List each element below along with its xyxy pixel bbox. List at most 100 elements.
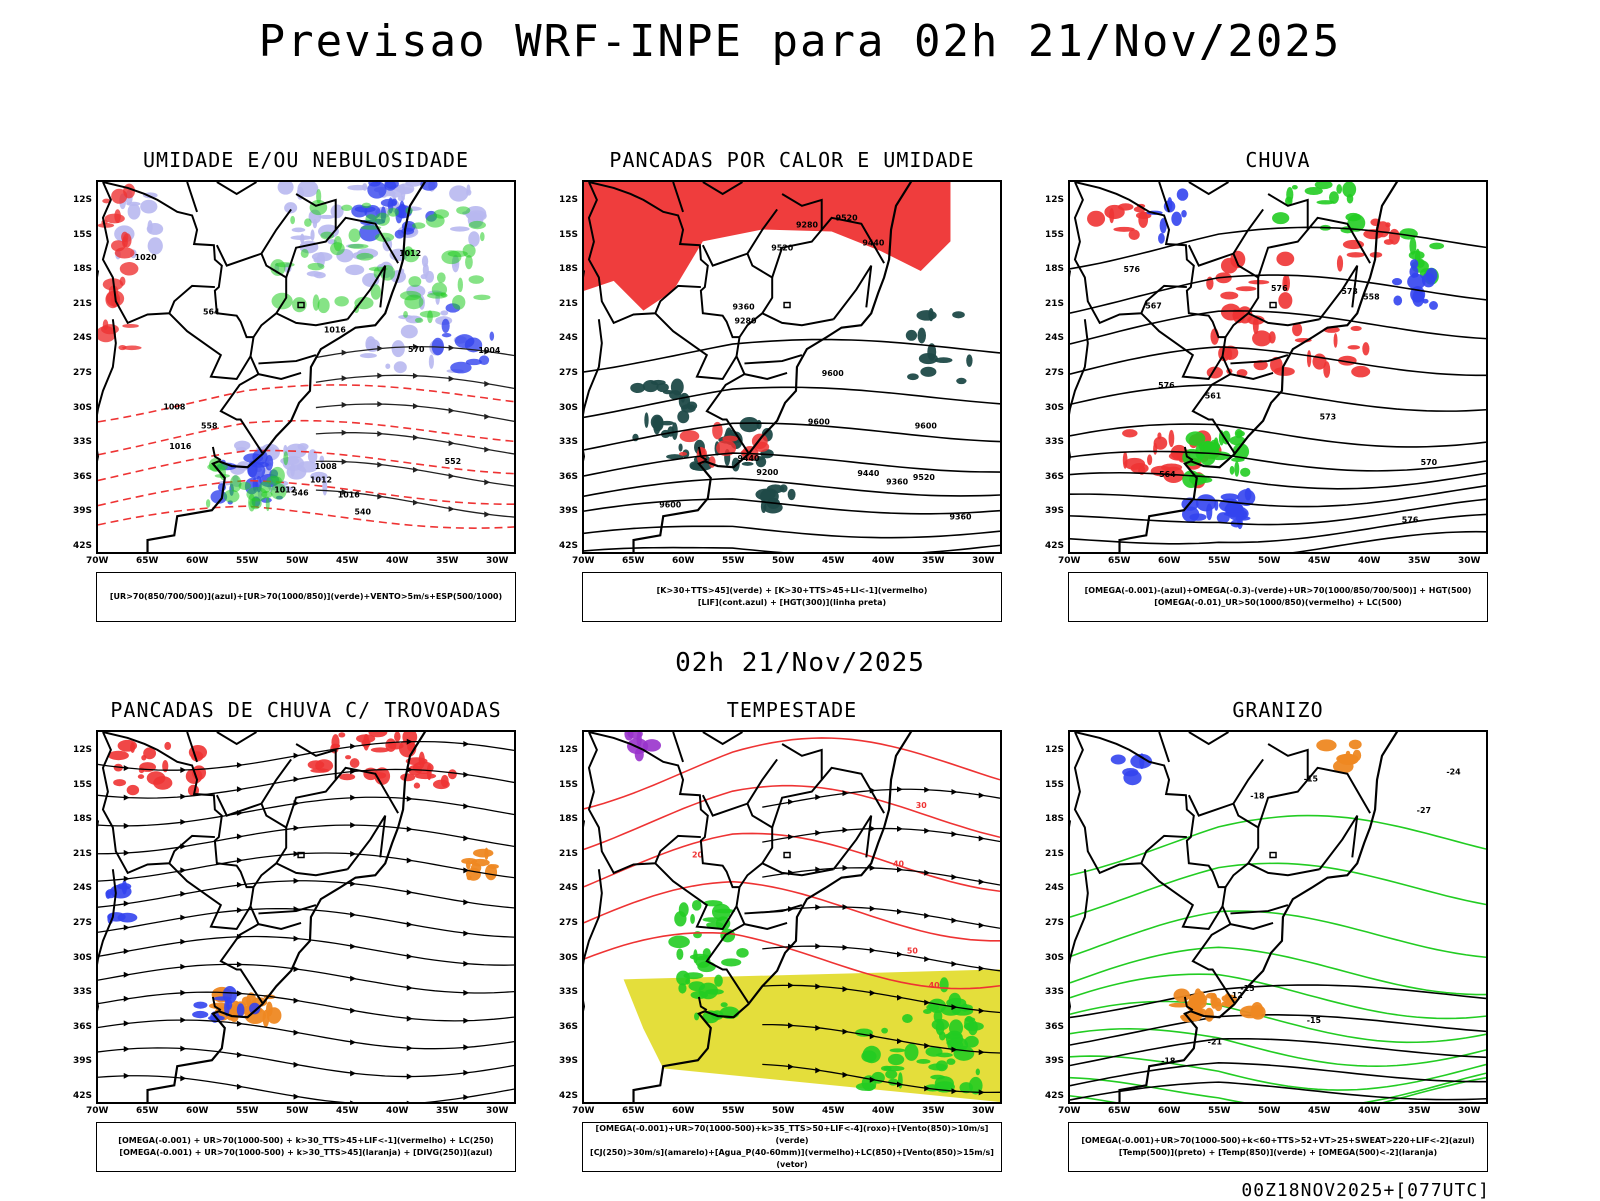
border-line <box>738 277 774 338</box>
panel-pancadas-calor: PANCADAS POR CALOR E UMIDADE 9600 9600 9600… <box>559 140 1002 630</box>
contour-label: 40 <box>893 860 905 869</box>
x-tick: 40W <box>1358 1106 1381 1116</box>
precip-water-labels: 40 30 20 50 40 <box>692 801 940 990</box>
contour-label: 564 <box>1159 470 1176 479</box>
lake <box>783 851 791 859</box>
border-line <box>1188 732 1229 746</box>
border-line <box>1187 244 1234 267</box>
border-line <box>1230 354 1289 365</box>
y-tick: 24S <box>1044 883 1064 894</box>
y-tick: 42S <box>558 541 578 551</box>
legend-box: [OMEGA(-0.001)-(azul)+OMEGA(-0.3)-(verde… <box>1068 572 1488 622</box>
x-tick: 40W <box>386 556 409 566</box>
x-tick: 50W <box>1258 556 1281 566</box>
y-tick: 21S <box>72 848 92 859</box>
lake <box>783 301 791 309</box>
contour-label: 558 <box>1363 293 1380 302</box>
basemap <box>98 182 427 552</box>
border-line <box>744 354 803 365</box>
x-tick: 55W <box>722 1106 745 1116</box>
border-line <box>216 732 257 746</box>
hgt500-lines <box>1070 226 1486 552</box>
contour-label: -21 <box>1208 1038 1222 1047</box>
lavender-humidity <box>114 182 487 501</box>
coastline <box>632 182 913 552</box>
subtitle: 02h 21/Nov/2025 <box>675 648 925 678</box>
contour-label: 576 <box>1271 284 1288 293</box>
border-line <box>1074 182 1236 454</box>
y-tick: 33S <box>558 987 578 998</box>
border-line <box>1158 182 1170 213</box>
y-tick: 36S <box>1044 471 1064 482</box>
border-line <box>588 182 750 454</box>
legend-line: [OMEGA(-0.001)-(azul)+OMEGA(-0.3)-(verde… <box>1084 586 1472 595</box>
y-tick: 36S <box>1044 1021 1064 1032</box>
orange-thunder <box>208 847 499 1028</box>
y-tick: 36S <box>72 471 92 482</box>
x-tick: 55W <box>1208 1106 1231 1116</box>
border-line <box>98 869 117 1012</box>
y-tick: 30S <box>72 952 92 963</box>
green-humidity <box>205 189 491 512</box>
x-tick: 70W <box>572 1106 595 1116</box>
border-line <box>334 766 399 814</box>
border-line <box>654 862 738 931</box>
x-tick: 55W <box>236 556 259 566</box>
border-line <box>186 732 198 763</box>
border-line <box>252 277 288 338</box>
panel-title: PANCADAS DE CHUVA C/ TROVOADAS <box>110 698 502 722</box>
border-line <box>746 743 823 829</box>
purple-storm <box>624 732 662 762</box>
x-tick: 70W <box>86 1106 109 1116</box>
border-line <box>701 244 748 267</box>
legend-line: [OMEGA(-0.001) + UR>70(1000-500) + k>30_… <box>118 1136 494 1145</box>
border-line <box>1306 766 1371 814</box>
border-line <box>1230 371 1274 380</box>
x-tick: 60W <box>672 1106 695 1116</box>
x-tick: 65W <box>622 556 645 566</box>
y-tick: 24S <box>558 333 578 344</box>
y-tick: 27S <box>1044 368 1064 378</box>
y-tick: 12S <box>72 745 92 755</box>
x-tick: 65W <box>136 556 159 566</box>
main-title: Previsao WRF-INPE para 02h 21/Nov/2025 <box>258 16 1342 67</box>
border-line <box>260 193 337 279</box>
contour-label: 9600 <box>659 500 682 509</box>
x-tick: 60W <box>672 556 695 566</box>
border-line <box>761 862 834 877</box>
border-line <box>101 182 215 325</box>
y-tick: 33S <box>1044 987 1064 998</box>
blue-rain <box>1146 188 1438 530</box>
x-tick: 65W <box>136 1106 159 1116</box>
contour-label: 1012 <box>274 486 296 495</box>
border-line <box>216 182 257 196</box>
contour-label: 567 <box>1145 302 1162 311</box>
x-tick: 35W <box>922 556 945 566</box>
contour-label: 558 <box>201 421 218 430</box>
border-line <box>211 446 222 461</box>
coastline <box>1118 732 1399 1102</box>
x-tick: 40W <box>386 1106 409 1116</box>
y-tick: 30S <box>1044 952 1064 963</box>
y-tick: 15S <box>72 229 92 240</box>
panel-title: UMIDADE E/OU NEBULOSIDADE <box>142 148 470 172</box>
contour-label: 40 <box>929 981 941 990</box>
hgt500-labels: 576 576 573 576 570 567 564 561 558 576 573 <box>1123 265 1437 524</box>
contour-label: 570 <box>1421 458 1438 467</box>
y-tick: 18S <box>72 264 92 275</box>
contour-label: 1012 <box>399 249 421 258</box>
x-tick: 30W <box>1458 556 1481 566</box>
y-tick: 12S <box>558 195 578 205</box>
legend-box: [OMEGA(-0.001)+UR>70(1000-500)+k>35_TTS>… <box>582 1122 1002 1172</box>
y-tick: 42S <box>72 541 92 551</box>
border-line <box>168 862 252 931</box>
border-line <box>701 794 748 817</box>
x-tick: 40W <box>872 1106 895 1116</box>
panel-title: TEMPESTADE <box>726 698 858 722</box>
x-tick: 60W <box>1158 1106 1181 1116</box>
border-line <box>1140 862 1224 931</box>
border-line <box>1230 921 1274 930</box>
border-line <box>1318 265 1359 320</box>
contour-label: 540 <box>355 507 372 516</box>
y-tick: 33S <box>72 437 92 448</box>
